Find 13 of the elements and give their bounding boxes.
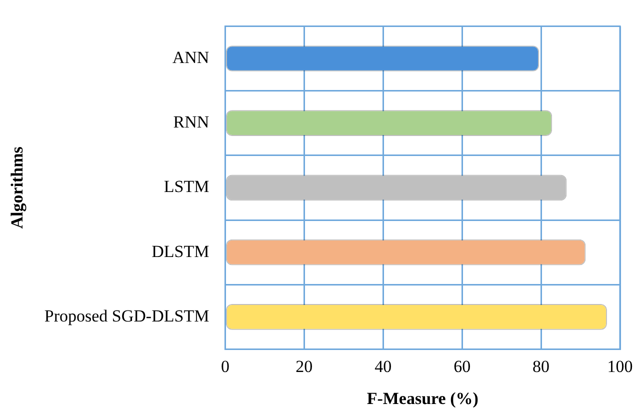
x-tick-label: 20 [296, 356, 313, 376]
y-tick-label: LSTM [164, 177, 210, 196]
x-tick-label: 40 [374, 356, 392, 376]
y-axis-title: Algorithms [8, 146, 27, 229]
x-tick-label: 100 [607, 356, 633, 376]
x-tick-label: 80 [532, 356, 550, 376]
y-tick-label: RNN [173, 112, 210, 132]
x-tick-label: 0 [220, 356, 230, 376]
y-tick-label: DLSTM [152, 242, 210, 261]
x-tick-label: 60 [454, 356, 471, 376]
y-tick-label: ANN [172, 48, 210, 67]
x-axis-title: F-Measure (%) [366, 389, 478, 408]
y-tick-label: Proposed SGD-DLSTM [44, 306, 210, 326]
